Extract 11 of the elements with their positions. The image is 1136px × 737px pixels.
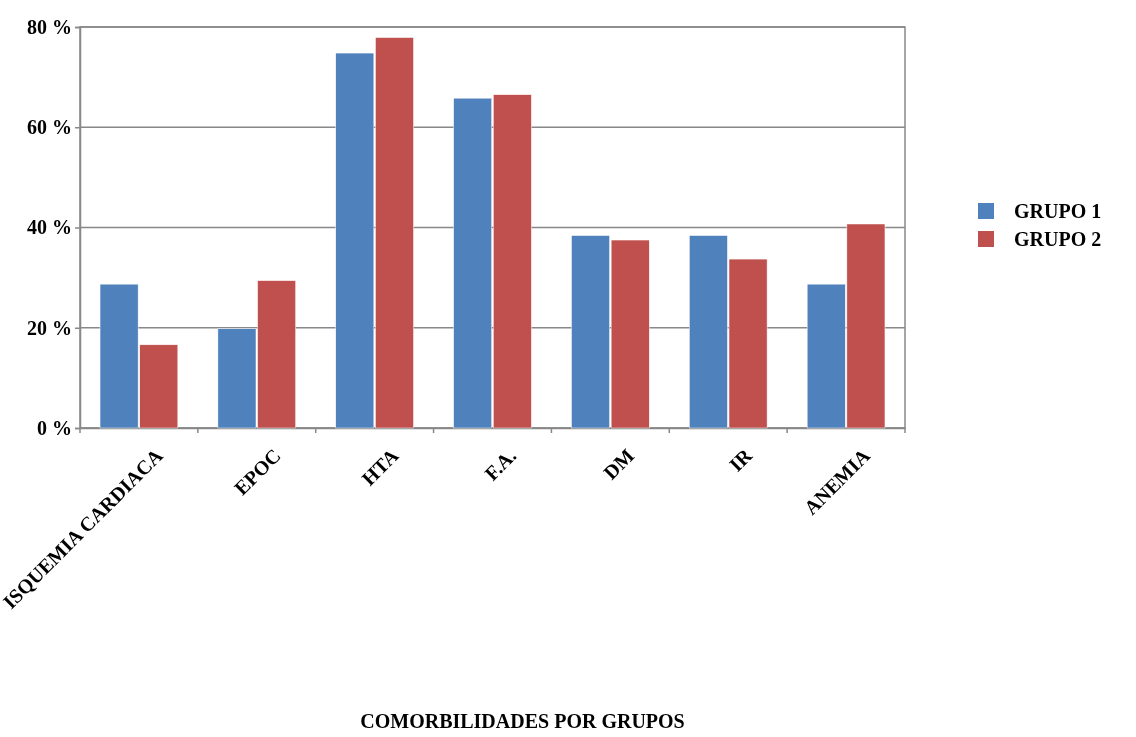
x-axis-title: COMORBILIDADES POR GRUPOS	[360, 710, 685, 732]
legend-label: GRUPO 1	[1014, 200, 1102, 222]
x-tick-label: DM	[599, 444, 639, 484]
x-tick-label: F.A.	[480, 444, 521, 485]
y-tick-label: 40 %	[27, 216, 72, 239]
y-tick-label: 80 %	[27, 15, 72, 38]
y-tick-label: 60 %	[27, 116, 72, 139]
legend-label: GRUPO 2	[1014, 228, 1102, 250]
y-tick-label: 0 %	[37, 416, 72, 439]
x-tick-label: IR	[724, 443, 757, 476]
y-tick-label: 20 %	[27, 316, 72, 339]
